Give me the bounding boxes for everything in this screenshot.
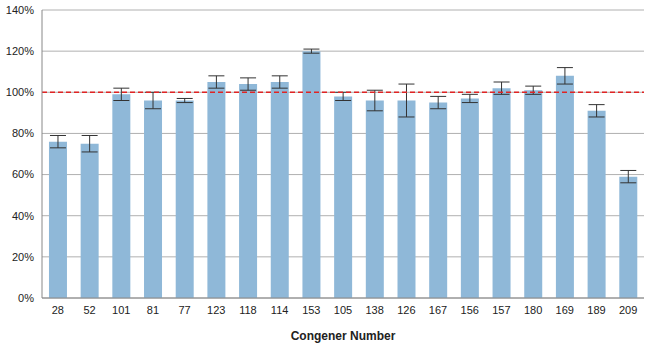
svg-text:118: 118: [239, 304, 257, 316]
svg-text:105: 105: [334, 304, 352, 316]
svg-text:60%: 60%: [12, 168, 34, 180]
svg-text:120%: 120%: [8, 45, 34, 57]
svg-text:Congener Number: Congener Number: [291, 329, 396, 343]
svg-text:167: 167: [429, 304, 447, 316]
svg-text:209: 209: [619, 304, 637, 316]
svg-text:126: 126: [397, 304, 415, 316]
svg-text:81: 81: [147, 304, 159, 316]
svg-text:180: 180: [524, 304, 542, 316]
svg-text:20%: 20%: [12, 251, 34, 263]
svg-text:123: 123: [207, 304, 225, 316]
svg-text:52: 52: [83, 304, 95, 316]
svg-text:156: 156: [461, 304, 479, 316]
svg-text:153: 153: [302, 304, 320, 316]
svg-text:101: 101: [112, 304, 130, 316]
svg-text:189: 189: [587, 304, 605, 316]
svg-text:40%: 40%: [12, 210, 34, 222]
svg-text:157: 157: [492, 304, 510, 316]
svg-text:0%: 0%: [18, 292, 34, 304]
svg-text:80%: 80%: [12, 127, 34, 139]
svg-text:138: 138: [366, 304, 384, 316]
svg-text:169: 169: [556, 304, 574, 316]
svg-text:114: 114: [271, 304, 289, 316]
svg-text:77: 77: [178, 304, 190, 316]
svg-text:100%: 100%: [8, 86, 34, 98]
svg-text:140%: 140%: [8, 4, 34, 16]
svg-text:28: 28: [52, 304, 64, 316]
